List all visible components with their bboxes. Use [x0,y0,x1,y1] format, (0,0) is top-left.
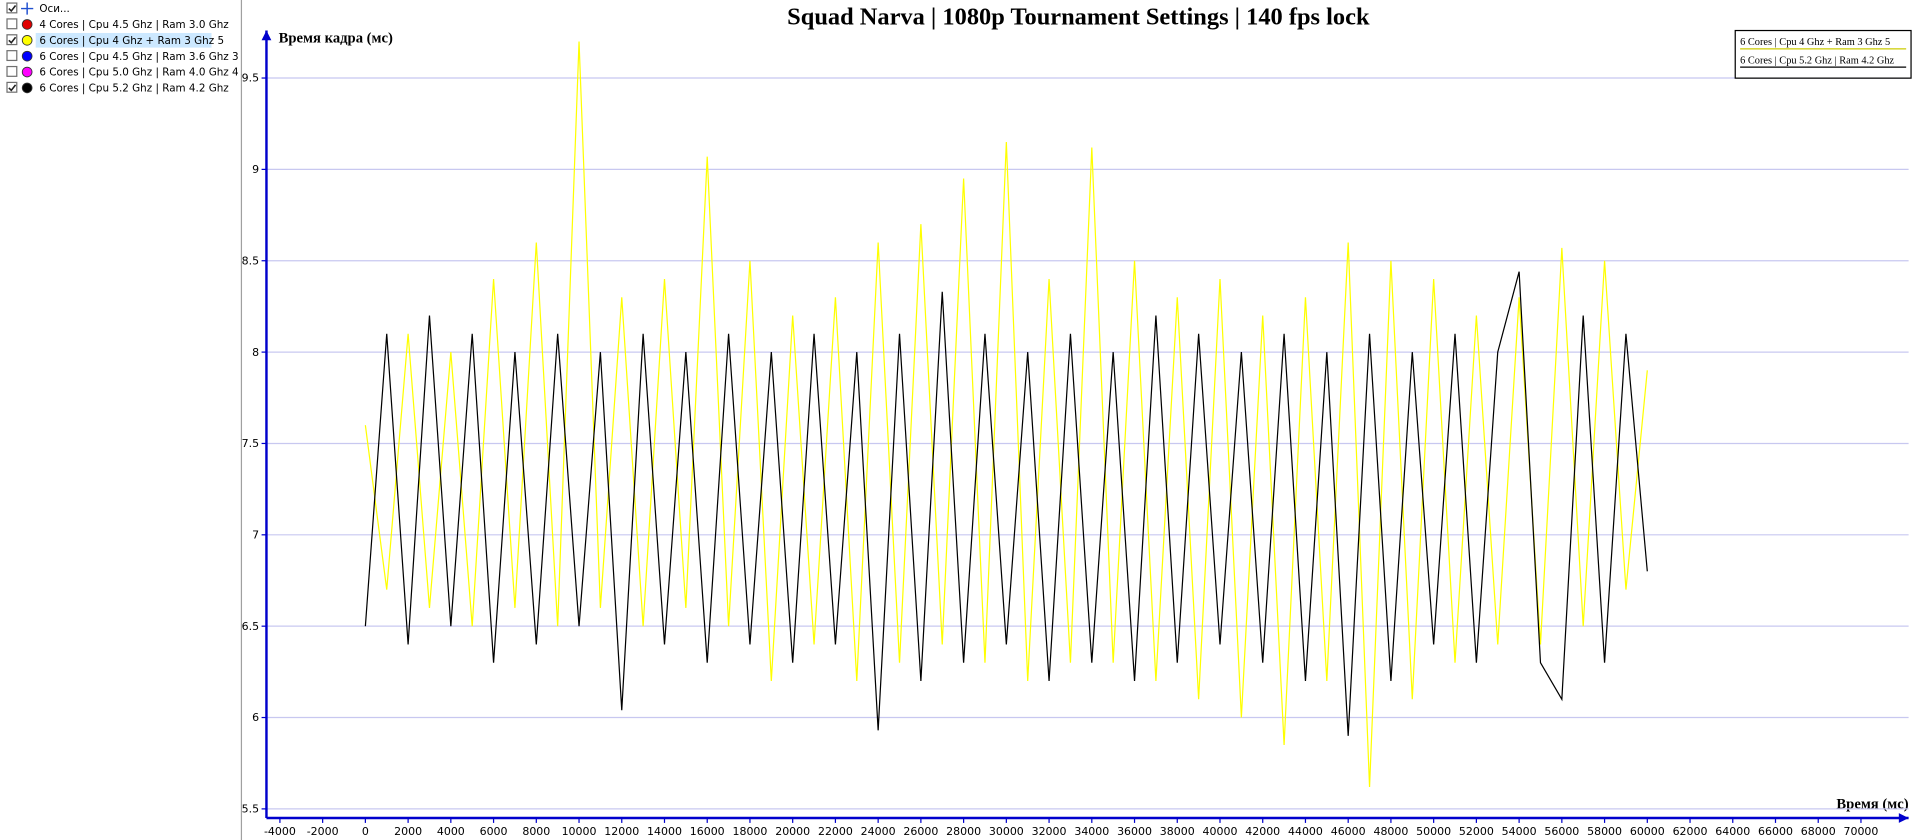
series-dot [21,66,33,78]
x-tick-label: 46000 [1331,825,1366,838]
x-tick-label: 18000 [733,825,768,838]
x-axis-arrow [1898,813,1909,823]
x-tick-label: 60000 [1630,825,1665,838]
checkmark [8,5,17,13]
checkbox[interactable] [6,65,18,77]
x-tick-label: 22000 [818,825,853,838]
series-dot [21,82,33,94]
legend-box [1734,29,1912,79]
y-axis-arrow [261,30,272,41]
x-tick-label: 54000 [1502,825,1537,838]
checkbox[interactable] [6,50,18,62]
y-tick-label: 8.5 [242,254,259,267]
x-axis-label: Время (мс) [1836,796,1908,812]
x-tick-label: 4000 [437,825,465,838]
x-tick-label: 6000 [480,825,508,838]
x-tick-label: 2000 [394,825,422,838]
sidebar-item-label[interactable]: Оси... [39,3,69,15]
x-tick-label: 40000 [1203,825,1238,838]
x-tick-label: 56000 [1544,825,1579,838]
x-tick-label: 62000 [1673,825,1708,838]
y-tick-label: 6.5 [242,620,259,633]
x-tick-label: 32000 [1032,825,1067,838]
selection-highlight [35,32,212,48]
sidebar-item-label[interactable]: 6 Cores | Cpu 4 Ghz + Ram 3 Ghz 5 [39,35,224,47]
y-tick-label: 7 [252,528,259,541]
sidebar [0,0,241,840]
x-tick-label: 24000 [861,825,896,838]
x-tick-label: 52000 [1459,825,1494,838]
x-tick-label: 58000 [1587,825,1622,838]
sidebar-item-label[interactable]: 6 Cores | Cpu 5.2 Ghz | Ram 4.2 Ghz [39,83,228,95]
x-tick-label: 42000 [1245,825,1280,838]
y-tick-label: 5.5 [242,803,259,816]
y-tick-label: 9 [252,163,259,176]
x-tick-label: 0 [362,825,369,838]
series-dot [21,50,33,62]
sidebar-item-label[interactable]: 6 Cores | Cpu 5.0 Ghz | Ram 4.0 Ghz 4 [39,67,239,79]
legend-entry: 6 Cores | Cpu 5.2 Ghz | Ram 4.2 Ghz [1740,55,1894,66]
x-tick-label: 12000 [604,825,639,838]
x-tick-label: -4000 [264,825,296,838]
x-tick-label: 8000 [522,825,550,838]
checkmark [8,84,17,92]
y-tick-label: 8 [252,346,259,359]
checkbox[interactable] [6,2,18,14]
x-tick-label: 50000 [1416,825,1451,838]
series-dot [21,34,33,46]
series-dot [21,19,33,30]
sidebar-item-label[interactable]: 6 Cores | Cpu 4.5 Ghz | Ram 3.6 Ghz 3 [39,51,238,63]
x-tick-label: 68000 [1801,825,1836,838]
x-tick-label: 66000 [1758,825,1793,838]
x-tick-label: -2000 [307,825,339,838]
x-tick-label: 48000 [1373,825,1408,838]
y-tick-label: 9.5 [242,72,259,85]
checkbox[interactable] [6,81,18,93]
series-line [364,41,1648,787]
checkmark [8,36,17,44]
x-tick-label: 26000 [903,825,938,838]
x-tick-label: 10000 [562,825,597,838]
chart-title: Squad Narva | 1080p Tournament Settings … [787,3,1370,30]
checkbox[interactable] [6,18,18,30]
checkbox[interactable] [6,34,18,46]
y-tick-label: 6 [252,711,259,724]
x-tick-label: 34000 [1074,825,1109,838]
x-tick-label: 70000 [1844,825,1879,838]
x-tick-label: 16000 [690,825,725,838]
legend-entry: 6 Cores | Cpu 4 Ghz + Ram 3 Ghz 5 [1740,37,1890,48]
x-tick-label: 20000 [775,825,810,838]
series-line [364,271,1648,736]
x-tick-label: 28000 [946,825,981,838]
y-axis-label: Время кадра (мс) [279,31,393,47]
sidebar-item-label[interactable]: 4 Cores | Cpu 4.5 Ghz | Ram 3.0 Ghz [39,19,228,31]
x-tick-label: 36000 [1117,825,1152,838]
y-tick-label: 7.5 [242,437,259,450]
axes-icon [21,2,34,15]
x-tick-label: 44000 [1288,825,1323,838]
x-tick-label: 64000 [1715,825,1750,838]
x-tick-label: 14000 [647,825,682,838]
x-tick-label: 38000 [1160,825,1195,838]
x-tick-label: 30000 [989,825,1024,838]
